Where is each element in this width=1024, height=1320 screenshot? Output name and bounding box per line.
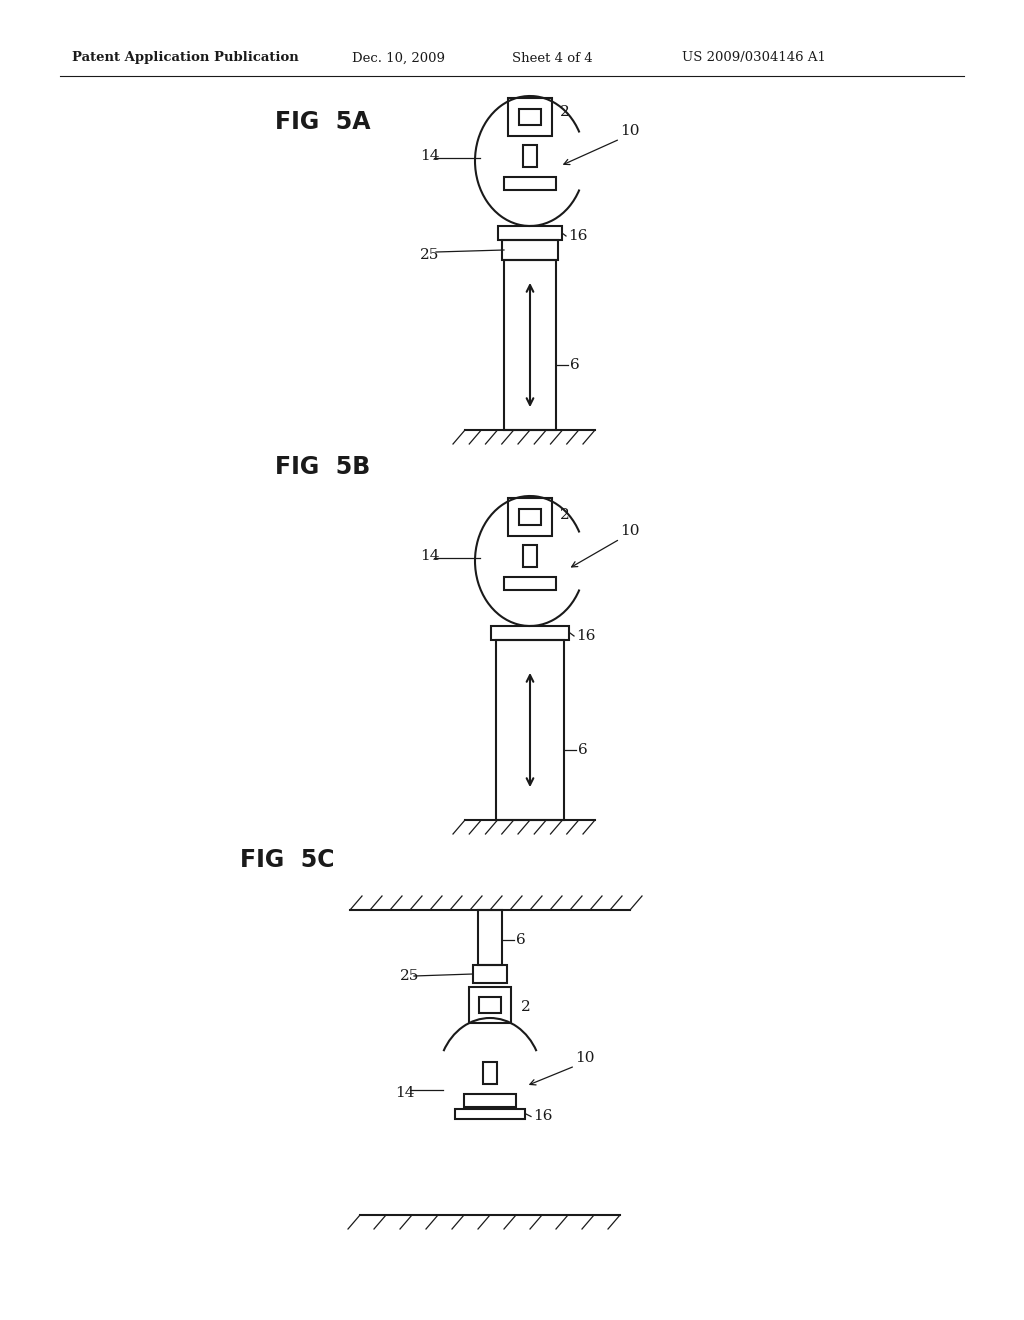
Text: Dec. 10, 2009: Dec. 10, 2009: [352, 51, 445, 65]
Text: 14: 14: [420, 549, 439, 564]
Text: 2: 2: [521, 1001, 530, 1014]
Text: 2: 2: [560, 508, 569, 521]
Text: 25: 25: [400, 969, 420, 983]
Text: 10: 10: [620, 124, 640, 139]
Text: US 2009/0304146 A1: US 2009/0304146 A1: [682, 51, 826, 65]
Text: FIG  5C: FIG 5C: [240, 847, 335, 873]
Text: 6: 6: [570, 358, 580, 372]
Text: 16: 16: [534, 1110, 553, 1123]
Text: 16: 16: [568, 228, 588, 243]
Text: FIG  5B: FIG 5B: [275, 455, 371, 479]
Text: 10: 10: [575, 1051, 595, 1065]
Text: Patent Application Publication: Patent Application Publication: [72, 51, 299, 65]
Text: 6: 6: [516, 933, 525, 946]
Text: Sheet 4 of 4: Sheet 4 of 4: [512, 51, 593, 65]
Text: 14: 14: [395, 1086, 415, 1100]
Text: 16: 16: [575, 630, 596, 643]
Text: 2: 2: [560, 106, 569, 119]
Text: 10: 10: [620, 524, 640, 539]
Text: FIG  5A: FIG 5A: [275, 110, 371, 135]
Text: 6: 6: [578, 743, 588, 756]
Text: 14: 14: [420, 149, 439, 162]
Text: 25: 25: [420, 248, 439, 261]
